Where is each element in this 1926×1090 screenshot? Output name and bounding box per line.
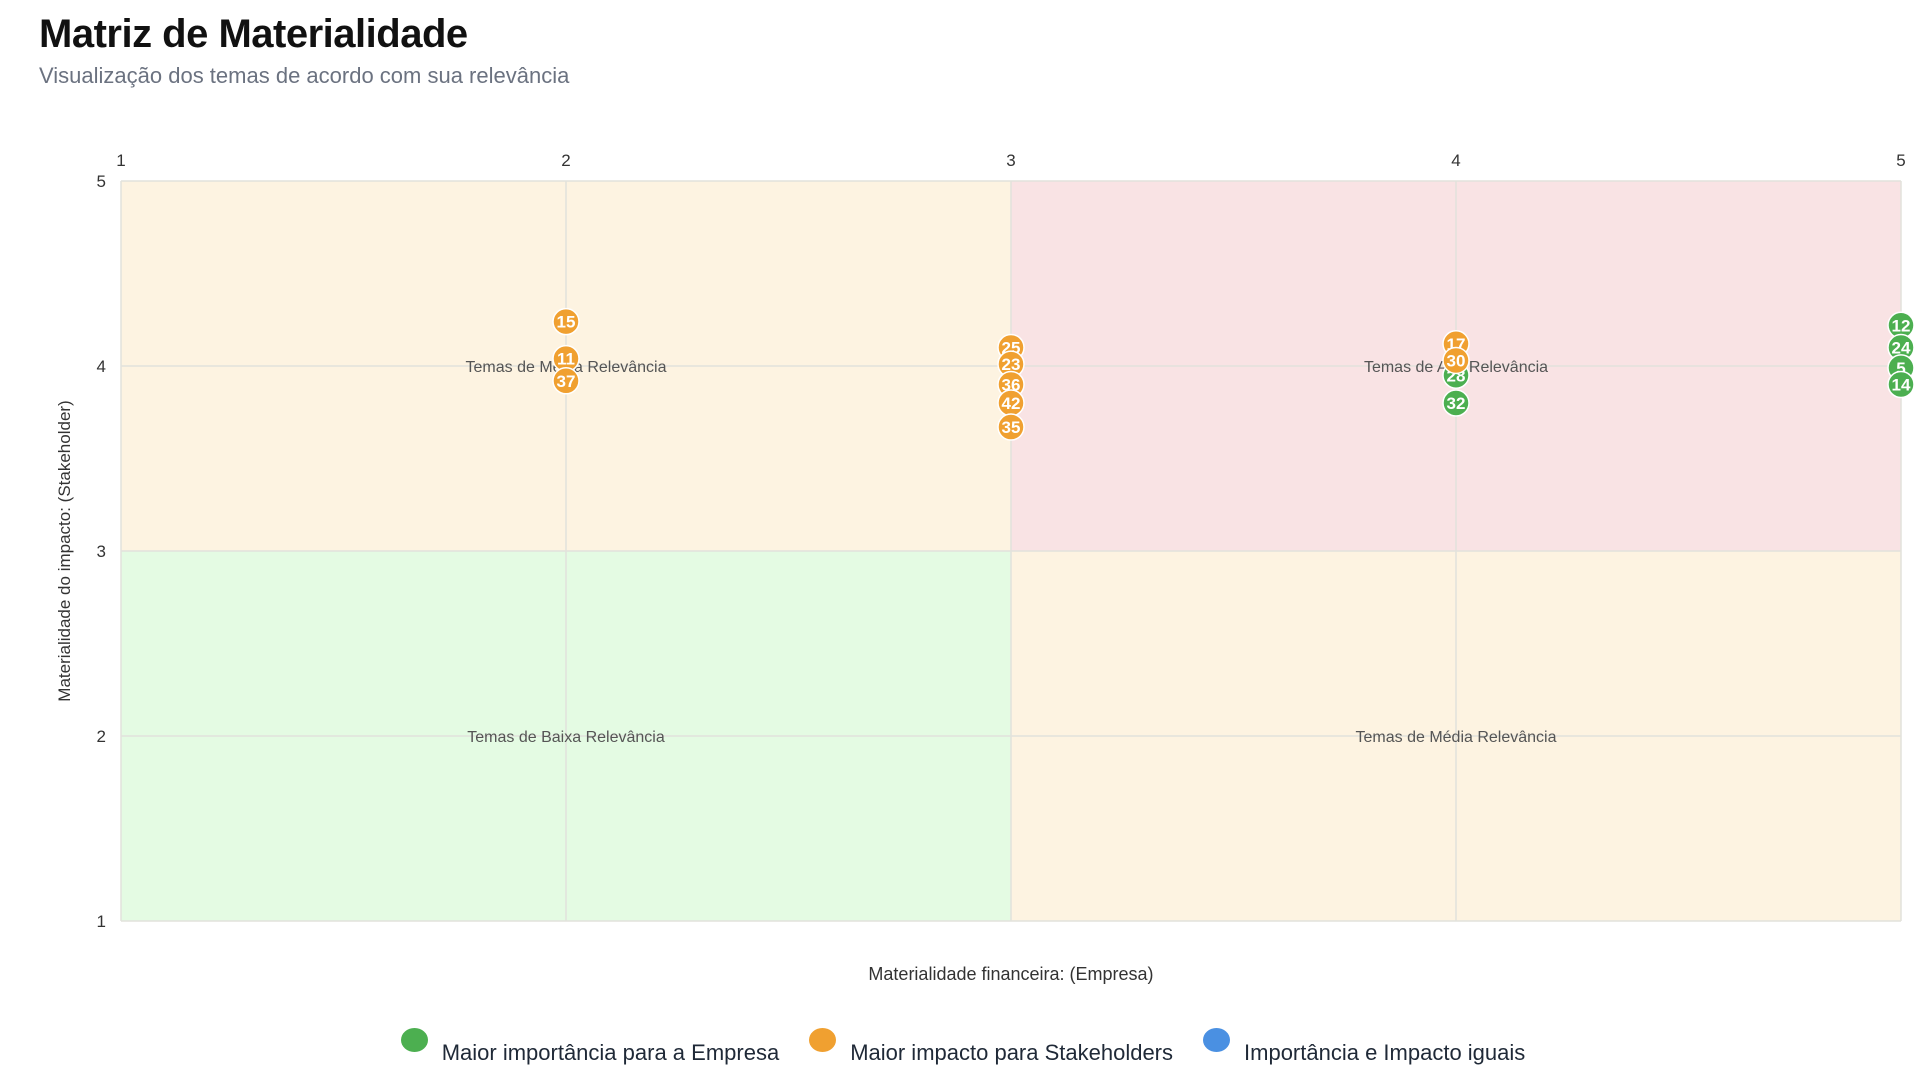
data-point-label-24: 24 <box>1892 339 1911 358</box>
data-point-label-32: 32 <box>1447 394 1466 413</box>
x-tick-label: 1 <box>116 151 125 170</box>
y-tick-label: 2 <box>97 727 106 746</box>
data-point-label-37: 37 <box>557 372 576 391</box>
quadrant-label-2: Temas de Baixa Relevância <box>467 729 665 746</box>
data-point-35 <box>997 413 1025 441</box>
legend-marker <box>809 1028 837 1052</box>
data-point-label-15: 15 <box>557 313 576 332</box>
page-subtitle: Visualização dos temas de acordo com sua… <box>39 63 570 88</box>
legend-marker <box>400 1028 428 1052</box>
chart-legend: Maior importância para a Empresa Maior im… <box>0 1028 1926 1066</box>
x-axis-label: Materialidade financeira: (Empresa) <box>868 964 1153 984</box>
chart-header: Matriz de Materialidade Visualização dos… <box>39 12 569 89</box>
x-tick-label: 5 <box>1896 151 1905 170</box>
data-point-label-36: 36 <box>1002 376 1021 395</box>
data-point-label-5: 5 <box>1896 359 1905 378</box>
data-point-label-42: 42 <box>1002 394 1021 413</box>
y-tick-label: 3 <box>97 542 106 561</box>
y-tick-label: 5 <box>97 172 106 191</box>
x-tick-label: 3 <box>1006 151 1015 170</box>
legend-marker <box>1203 1028 1231 1052</box>
data-point-label-30: 30 <box>1447 351 1466 370</box>
data-point-label-35: 35 <box>1002 418 1021 437</box>
legend-item: Maior importância para a Empresa <box>400 1028 780 1066</box>
quadrant-label-3: Temas de Média Relevância <box>1356 729 1557 746</box>
data-point-label-11: 11 <box>557 350 575 369</box>
x-tick-label: 2 <box>561 151 570 170</box>
data-point-15 <box>552 307 580 336</box>
data-point-label-23: 23 <box>1002 355 1021 374</box>
data-point-label-14: 14 <box>1892 376 1911 395</box>
data-point-37 <box>552 367 580 395</box>
page-title: Matriz de Materialidade <box>39 12 468 56</box>
legend-label: Importância e Impacto iguais <box>1244 1040 1526 1065</box>
legend-label: Maior importância para a Empresa <box>441 1040 780 1065</box>
data-point-30 <box>1442 346 1470 375</box>
legend-label: Maior impacto para Stakeholders <box>850 1040 1174 1065</box>
y-axis-label: Materialidade do impacto: (Stakeholder) <box>55 400 74 701</box>
data-point-label-12: 12 <box>1892 316 1911 335</box>
legend-item: Importância e Impacto iguais <box>1203 1028 1525 1066</box>
legend-item: Maior impacto para Stakeholders <box>809 1028 1173 1066</box>
x-tick-label: 4 <box>1451 151 1460 170</box>
data-point-32 <box>1442 389 1470 417</box>
y-tick-label: 4 <box>97 357 106 376</box>
y-tick-label: 1 <box>97 912 106 931</box>
data-point-14 <box>1887 370 1915 399</box>
